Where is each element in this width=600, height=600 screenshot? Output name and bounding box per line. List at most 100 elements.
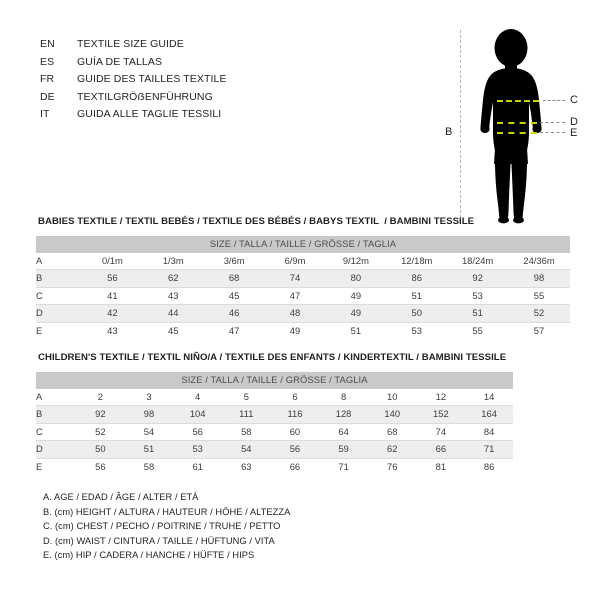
- table-cell: 58: [124, 458, 174, 475]
- table-cell: 6/9m: [264, 252, 326, 270]
- table-cell: 62: [367, 440, 417, 459]
- children-table-header-row: SIZE / TALLA / TAILLE / GRÖSSE / TAGLIA: [36, 372, 513, 389]
- table-cell: 86: [465, 458, 513, 475]
- table-cell: 47: [203, 322, 265, 339]
- table-cell: 44: [142, 304, 204, 323]
- table-cell: 9/12m: [325, 252, 387, 270]
- language-row-es: ES GUÍA DE TALLAS: [40, 56, 340, 74]
- table-cell: 10: [367, 388, 417, 406]
- table-cell: 51: [386, 287, 448, 305]
- table-cell: 140: [367, 405, 417, 424]
- table-cell: 76: [367, 458, 417, 475]
- table-cell: 84: [465, 423, 513, 441]
- table-cell: 128: [319, 405, 368, 424]
- hip-measure-label: E: [570, 127, 578, 139]
- table-cell: 55: [508, 287, 570, 305]
- table-cell: 12: [416, 388, 466, 406]
- table-row: E 43 45 47 49 51 53 55 57: [36, 322, 570, 339]
- table-cell: 51: [325, 322, 387, 339]
- waist-measure-label: D: [570, 116, 578, 128]
- legend-item-d: D. (cm) WAIST / CINTURA / TAILLE / HÜFTU…: [43, 535, 275, 546]
- language-title-es: GUÍA DE TALLAS: [77, 55, 163, 68]
- table-cell: 6: [270, 388, 320, 406]
- table-cell: 12/18m: [386, 252, 448, 270]
- table-cell: 3: [124, 388, 174, 406]
- table-cell: 164: [465, 405, 513, 424]
- table-cell: 46: [203, 304, 265, 323]
- table-cell: 1/3m: [142, 252, 204, 270]
- table-row: D 42 44 46 48 49 50 51 52: [36, 304, 570, 323]
- table-cell: 63: [221, 458, 271, 475]
- table-cell: 52: [76, 423, 125, 441]
- table-cell: 71: [465, 440, 513, 459]
- table-cell: 56: [270, 440, 320, 459]
- table-row: B 56 62 68 74 80 86 92 98: [36, 269, 570, 288]
- babies-size-table: SIZE / TALLA / TAILLE / GRÖSSE / TAGLIA …: [36, 236, 570, 339]
- babies-table-header-row: SIZE / TALLA / TAILLE / GRÖSSE / TAGLIA: [36, 236, 570, 253]
- table-cell: 66: [416, 440, 466, 459]
- table-cell: 5: [221, 388, 271, 406]
- table-cell: 45: [203, 287, 265, 305]
- table-cell: 41: [81, 287, 143, 305]
- row-letter: D: [36, 304, 82, 323]
- table-cell: 111: [221, 405, 271, 424]
- children-size-section: CHILDREN'S TEXTILE / TEXTIL NIÑO/A / TEX…: [36, 352, 513, 475]
- table-cell: 54: [124, 423, 174, 441]
- language-row-it: IT GUIDA ALLE TAGLIE TESSILI: [40, 108, 340, 126]
- table-cell: 49: [325, 287, 387, 305]
- hip-measure-line: [497, 132, 537, 134]
- table-row: A 0/1m 1/3m 3/6m 6/9m 9/12m 12/18m 18/24…: [36, 252, 570, 270]
- table-cell: 54: [221, 440, 271, 459]
- table-cell: 55: [447, 322, 509, 339]
- table-cell: 0/1m: [81, 252, 143, 270]
- table-cell: 64: [319, 423, 368, 441]
- row-letter: B: [36, 405, 77, 424]
- chest-leader-line: [543, 100, 565, 101]
- language-title-it: GUIDA ALLE TAGLIE TESSILI: [77, 108, 222, 120]
- table-row: D 50 51 53 54 56 59 62 66 71: [36, 440, 513, 459]
- table-cell: 66: [270, 458, 320, 475]
- table-cell: 98: [508, 269, 570, 288]
- children-section-title: CHILDREN'S TEXTILE / TEXTIL NIÑO/A / TEX…: [38, 352, 507, 363]
- chest-measure-label: C: [570, 94, 578, 106]
- table-cell: 98: [124, 405, 174, 424]
- legend-item-c: C. (cm) CHEST / PECHO / POITRINE / TRUHE…: [43, 521, 281, 532]
- table-cell: 68: [367, 423, 417, 441]
- table-cell: 24/36m: [508, 252, 570, 270]
- table-cell: 53: [173, 440, 222, 459]
- table-cell: 51: [124, 440, 174, 459]
- language-row-en: EN TEXTILE SIZE GUIDE: [40, 38, 340, 56]
- table-cell: 71: [319, 458, 368, 475]
- row-letter: E: [36, 458, 77, 475]
- table-cell: 49: [264, 322, 326, 339]
- babies-section-title: BABIES TEXTILE / TEXTIL BEBÉS / TEXTILE …: [38, 216, 475, 227]
- table-cell: 8: [319, 388, 368, 406]
- height-guide-line: [460, 30, 461, 223]
- table-cell: 74: [264, 269, 326, 288]
- table-cell: 57: [508, 322, 570, 339]
- row-letter: E: [36, 322, 82, 339]
- height-measure-label: B: [445, 126, 453, 138]
- table-row: C 52 54 56 58 60 64 68 74 84: [36, 423, 513, 441]
- table-cell: 56: [76, 458, 125, 475]
- table-cell: 116: [270, 405, 320, 424]
- language-header-block: EN TEXTILE SIZE GUIDE ES GUÍA DE TALLAS …: [40, 38, 340, 126]
- row-letter: B: [36, 269, 82, 288]
- table-cell: 53: [386, 322, 448, 339]
- table-cell: 43: [142, 287, 204, 305]
- table-cell: 60: [270, 423, 320, 441]
- language-row-fr: FR GUIDE DES TAILLES TEXTILE: [40, 73, 340, 91]
- table-cell: 49: [325, 304, 387, 323]
- children-table-header-label: SIZE / TALLA / TAILLE / GRÖSSE / TAGLIA: [36, 372, 513, 389]
- table-row: A 2 3 4 5 6 8 10 12 14: [36, 388, 513, 406]
- table-cell: 47: [264, 287, 326, 305]
- children-size-table: SIZE / TALLA / TAILLE / GRÖSSE / TAGLIA …: [36, 372, 513, 475]
- table-cell: 62: [142, 269, 204, 288]
- table-cell: 42: [81, 304, 143, 323]
- table-cell: 50: [386, 304, 448, 323]
- language-code-it: IT: [40, 108, 50, 120]
- table-cell: 74: [416, 423, 466, 441]
- language-title-de: TEXTILGRÖẞENFÜHRUNG: [77, 90, 213, 103]
- chest-measure-line: [497, 100, 539, 102]
